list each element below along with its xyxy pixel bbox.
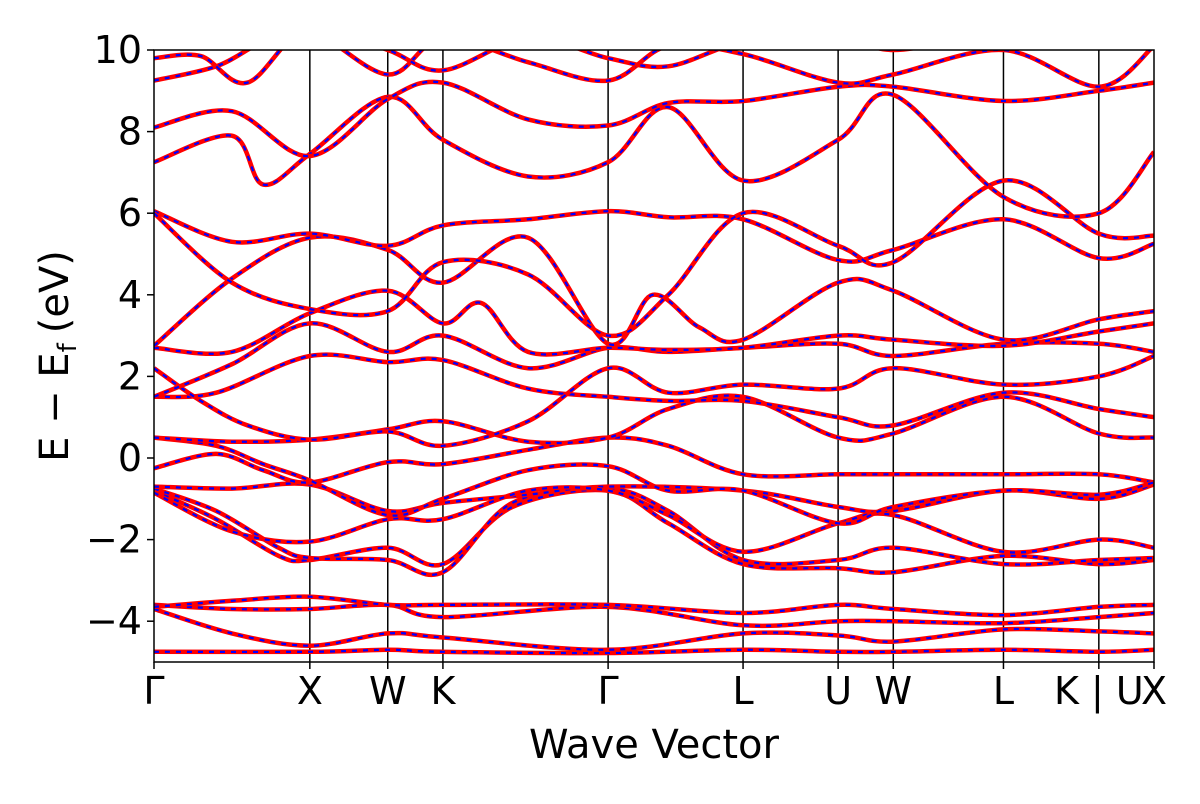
- band-line: [154, 485, 1154, 555]
- band-line: [154, 91, 1154, 219]
- y-tick-label: 10: [94, 28, 142, 72]
- y-tick-label: 8: [118, 110, 142, 154]
- x-tick-label: K | U: [1054, 669, 1144, 714]
- band-line-dashed: [154, 607, 1154, 651]
- x-axis-label: Wave Vector: [529, 722, 780, 768]
- y-axis-ticks: −4 −2 0 2 4 6 8 10: [86, 28, 154, 643]
- band-line-dashed: [154, 354, 1154, 447]
- x-tick-label: U: [824, 669, 852, 713]
- x-tick-label: W: [369, 669, 407, 713]
- band-line-dashed: [154, 603, 1154, 627]
- band-line: [154, 50, 917, 86]
- x-tick-label: K: [430, 669, 456, 713]
- high-symmetry-lines: [309, 50, 1100, 662]
- band-line-dashed: [154, 50, 1152, 88]
- band-line: [154, 435, 1154, 526]
- y-tick-label: −2: [86, 518, 142, 562]
- x-tick-label: Γ: [143, 669, 164, 713]
- band-line-dashed: [154, 210, 1154, 263]
- x-tick-label: L: [732, 669, 753, 713]
- plot-frame: [153, 49, 1155, 663]
- svg-text:E − Ef(eV): E − Ef (eV): [32, 250, 83, 462]
- band-line-dashed: [154, 648, 1154, 655]
- band-line-dashed: [154, 289, 1154, 356]
- x-tick-label: W: [874, 669, 912, 713]
- y-axis-label-main: E − E: [32, 352, 78, 462]
- band-lines: [154, 50, 1154, 656]
- x-tick-label: X: [297, 669, 323, 713]
- y-tick-label: 0: [118, 436, 142, 480]
- band-line-dashed: [154, 80, 1154, 158]
- y-axis-label: E − Ef (eV): [32, 250, 83, 462]
- x-tick-label: X: [1141, 669, 1167, 713]
- y-axis-label-unit: (eV): [32, 250, 78, 333]
- x-tick-label: Γ: [598, 669, 619, 713]
- y-tick-label: 4: [118, 273, 142, 317]
- y-axis-label-subscript: f: [53, 342, 83, 352]
- band-line-dashed: [154, 595, 1154, 617]
- y-tick-label: −4: [86, 599, 142, 643]
- y-tick-label: 2: [118, 354, 142, 398]
- y-tick-label: 6: [118, 191, 142, 235]
- x-tick-label: L: [993, 669, 1014, 713]
- band-line-dashed: [154, 353, 1154, 428]
